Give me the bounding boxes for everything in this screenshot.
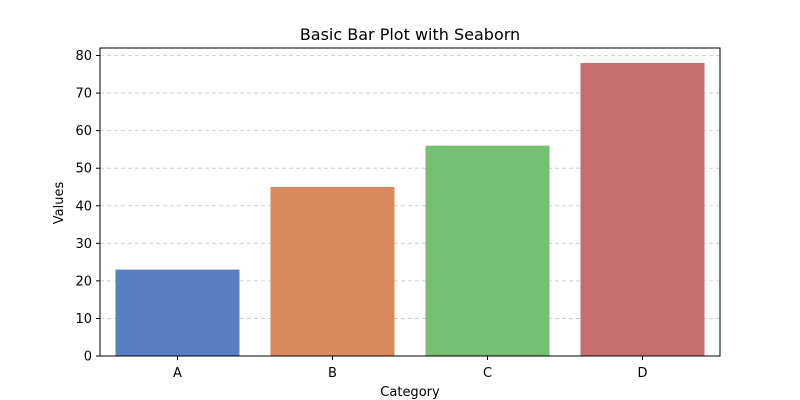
- x-tick-label: D: [637, 366, 647, 381]
- y-axis-label: Values: [52, 182, 67, 225]
- y-axis-ticks: 0 10 20 30 40 50 60 70 80: [75, 49, 100, 365]
- axes-frame: [99, 47, 721, 357]
- x-tick-label: C: [483, 366, 492, 381]
- y-tick-label: 70: [75, 87, 92, 102]
- x-axis-ticks: A B C D: [173, 356, 648, 381]
- y-tick-label: 30: [75, 237, 92, 252]
- x-tick-label: A: [173, 366, 182, 381]
- x-axis-label: Category: [380, 385, 440, 400]
- y-tick-label: 60: [75, 124, 92, 139]
- y-tick-label: 10: [75, 312, 92, 327]
- y-tick-label: 80: [75, 49, 92, 64]
- y-tick-label: 40: [75, 199, 92, 214]
- y-tick-label: 50: [75, 162, 92, 177]
- bar-c: [425, 145, 550, 356]
- bar-b: [270, 186, 395, 356]
- bar-d: [580, 63, 705, 357]
- y-tick-label: 20: [75, 274, 92, 289]
- y-tick-label: 0: [84, 350, 92, 365]
- chart-title: Basic Bar Plot with Seaborn: [300, 25, 520, 44]
- bars: [115, 63, 705, 357]
- x-tick-label: B: [328, 366, 337, 381]
- bar-a: [115, 269, 240, 356]
